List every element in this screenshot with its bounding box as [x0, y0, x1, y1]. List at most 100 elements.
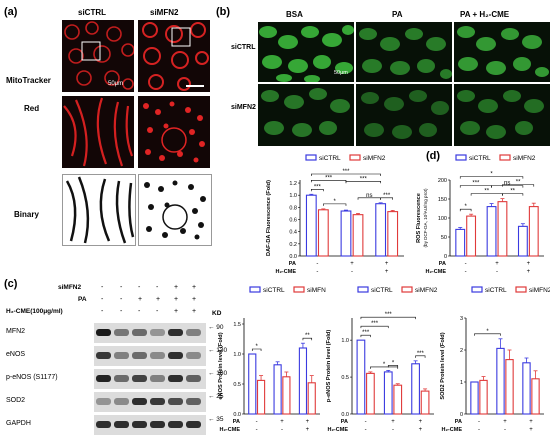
y-tick-label: 1.0: [233, 352, 241, 358]
y-tick-label: 1.2: [289, 181, 297, 187]
sig-bracket: [502, 193, 524, 196]
y-tick-label: 150: [438, 197, 447, 203]
wb-band: [132, 375, 147, 382]
sig-label: ***: [360, 176, 368, 182]
wb-band: [186, 329, 201, 336]
wb-band: [150, 375, 165, 382]
sig-label: *: [392, 360, 395, 366]
y-tick-label: 0.0: [233, 412, 241, 418]
mito-zoom-sictrl: [62, 96, 134, 168]
chart-enos: siCTRL siMFN2 0.0 0.5 1.0 1.5 eNOS Protein lev…: [218, 286, 326, 433]
legend-label-simfn2: siMFN2: [307, 287, 326, 294]
binary-texture: [144, 180, 206, 240]
wb-kd-value: ← 35: [208, 416, 224, 423]
sig-label: **: [305, 333, 310, 339]
bar-simfn2: [466, 215, 477, 257]
bar-simfn2: [307, 382, 316, 415]
x-mark-pa: +: [529, 419, 533, 425]
row-label-b-sictrl: siCTRL: [231, 44, 256, 51]
x-row-label-pa: PA: [233, 419, 240, 425]
legend-swatch-sictrl: [471, 286, 483, 293]
wb-band-strip: [94, 391, 206, 412]
x-mark-h2cme: -: [478, 427, 480, 433]
panel-label-d: (d): [426, 150, 441, 162]
y-axis-label-2: (by DCF-DA, 10³AU/mg prot): [423, 188, 428, 247]
x-row-label-h2cme: H₂-CME: [426, 269, 447, 275]
sig-label: ns: [366, 193, 372, 199]
y-tick-label: 0.5: [341, 375, 349, 381]
sig-label: ns: [504, 181, 510, 187]
wb-band-label: p-eNOS (S1177): [6, 374, 58, 381]
y-axis-label: eNOS Protein level (Fold): [218, 332, 224, 399]
legend-label-simfn2: siMFN2: [415, 287, 438, 294]
bar-sictrl: [273, 364, 282, 415]
chart-daf-da: siCTRL siMFN2 0.0 0.2 0.4 0.6 0.8 1.0 1.2 DAF-DA …: [266, 154, 404, 275]
wb-band-label: MFN2: [6, 328, 26, 335]
fluor-texture: [261, 88, 350, 137]
legend-label-sictrl: siCTRL: [469, 155, 491, 162]
wb-mark: +: [156, 296, 161, 303]
sig-bracket: [251, 348, 262, 351]
sig-label: ***: [472, 181, 480, 187]
row-label-mitotracker: MitoTracker: [6, 76, 51, 85]
sig-bracket: [474, 333, 501, 336]
sig-bracket: [491, 185, 524, 188]
wb-band: [96, 329, 111, 336]
sig-label: ***: [417, 351, 425, 357]
sig-bracket: [360, 334, 371, 338]
mito-zoom-texture: [143, 101, 205, 163]
sig-label: ***: [362, 330, 370, 336]
x-mark-pa: +: [503, 419, 507, 425]
sig-bracket: [370, 366, 399, 369]
y-tick-label: 1.0: [341, 338, 349, 344]
legend-label-sictrl: siCTRL: [319, 155, 341, 162]
wb-mark: -: [138, 308, 141, 315]
wb-band: [132, 421, 147, 428]
sig-label: ***: [342, 169, 350, 175]
legend-swatch-simfn2: [401, 286, 413, 293]
row-label-red: Red: [24, 104, 40, 113]
bar-simfn2: [497, 201, 508, 257]
wb-band: [114, 421, 129, 428]
bar-sictrl: [455, 228, 466, 257]
y-tick-label: 50: [441, 235, 447, 241]
sig-label: *: [333, 199, 336, 205]
y-tick-label: 0.6: [289, 218, 297, 224]
col-header-pa-h2cme: PA + H₂-CME: [460, 10, 510, 19]
wb-row-label-simfn2: siMFN2: [58, 284, 82, 291]
wb-kd-value: ← 130: [208, 347, 228, 354]
legend-swatch-sictrl: [455, 154, 467, 161]
mito-texture: [142, 22, 209, 91]
x-mark-pa: -: [465, 261, 467, 267]
x-mark-h2cme: -: [504, 427, 506, 433]
row-label-b-simfn2: siMFN2: [231, 104, 256, 111]
wb-row-label-h2cme: H₂-CME(100μg/ml): [6, 308, 63, 315]
x-row-label-pa: PA: [341, 419, 348, 425]
y-tick-label: 0.0: [289, 254, 297, 260]
col-header-pa: PA: [392, 10, 403, 19]
x-mark-pa: +: [306, 419, 310, 425]
sig-label: *: [383, 362, 386, 368]
panel-label-a: (a): [4, 6, 18, 18]
fluor-texture: [359, 28, 452, 79]
wb-band-strip: [94, 322, 206, 343]
y-tick-label: 3: [460, 316, 463, 322]
wb-mark: -: [101, 284, 104, 291]
wb-band: [150, 398, 165, 405]
col-header-sictrl: siCTRL: [78, 8, 106, 17]
wb-mark: -: [101, 296, 104, 303]
x-mark-h2cme: -: [316, 269, 318, 275]
fluor-image-simfn2-pa-h2cme: [454, 84, 550, 146]
panel-label-b: (b): [216, 6, 231, 18]
wb-kd-value: ← 90: [208, 324, 224, 331]
x-mark-pa: +: [419, 419, 423, 425]
x-mark-pa: +: [391, 419, 395, 425]
sig-bracket: [302, 337, 313, 341]
bar-simfn2: [393, 384, 403, 415]
wb-band: [150, 352, 165, 359]
bar-simfn2: [317, 209, 329, 257]
wb-mark: -: [120, 308, 123, 315]
x-row-label-pa: PA: [455, 419, 462, 425]
wb-mark: -: [138, 284, 141, 291]
wb-band: [96, 352, 111, 359]
